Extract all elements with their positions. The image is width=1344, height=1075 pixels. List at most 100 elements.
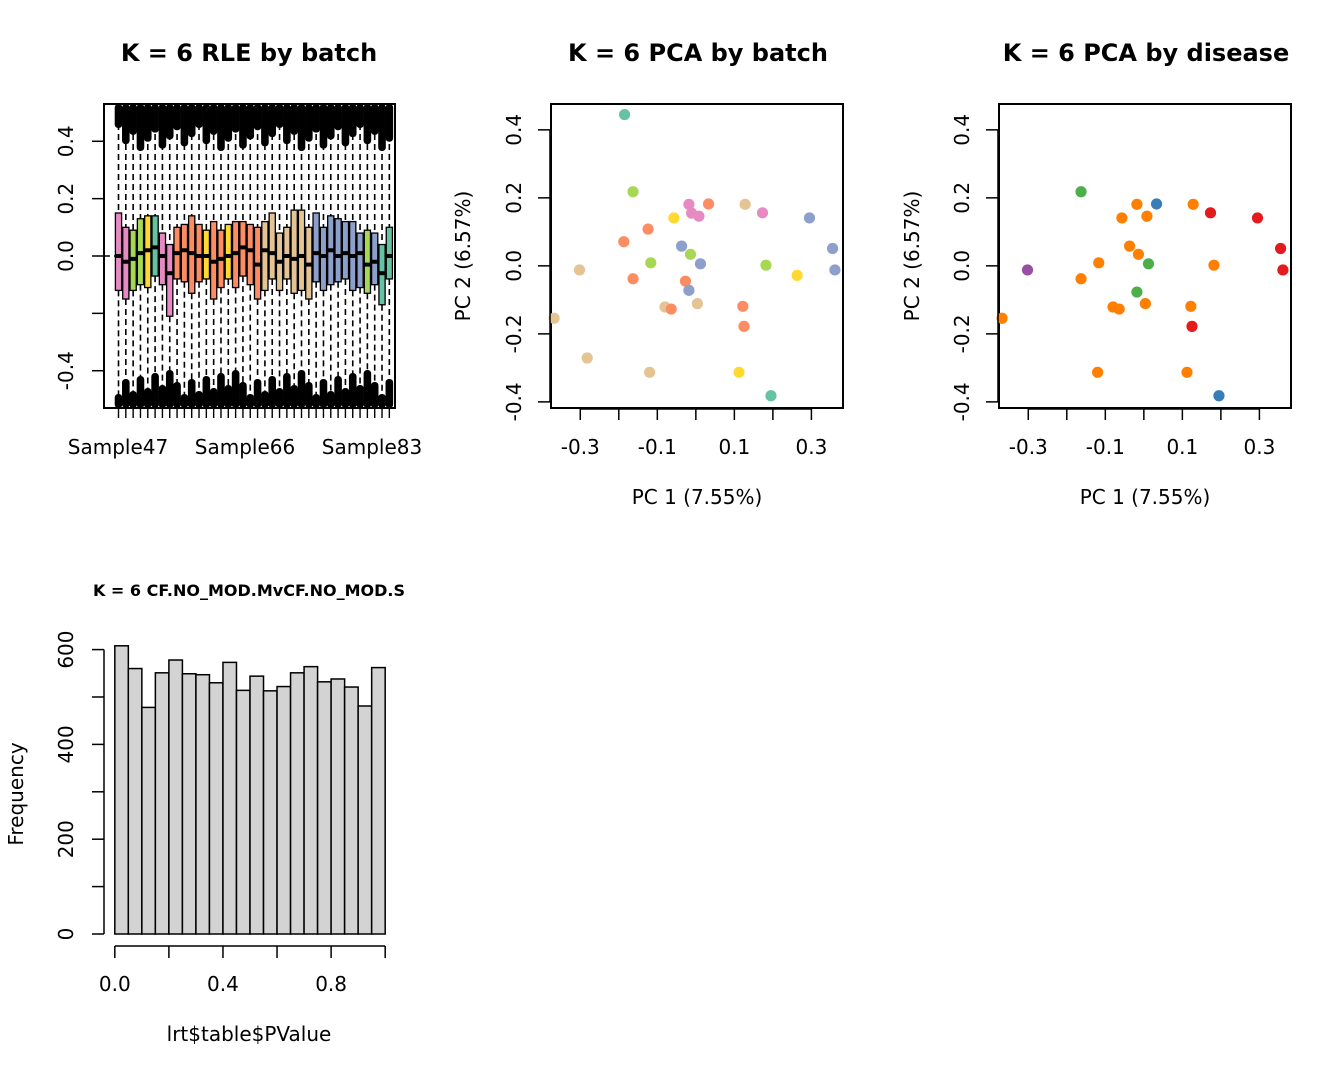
pca-batch-y-tick-label: -0.2 xyxy=(502,314,526,353)
histogram-bar xyxy=(343,686,359,935)
pca-disease-point xyxy=(1277,264,1289,276)
rle-outliers-bottom xyxy=(348,373,357,408)
pca-batch-x-axis: -0.3 -0.1 0.1 0.3 xyxy=(561,408,827,459)
rle-outliers-top xyxy=(246,104,255,140)
pca-disease-point xyxy=(1181,366,1193,378)
rle-outliers-bottom xyxy=(202,376,211,408)
rle-box xyxy=(297,209,306,292)
pca-batch-title: K = 6 PCA by batch xyxy=(568,39,828,67)
pca-disease-point xyxy=(1142,258,1155,270)
pca-batch-point xyxy=(665,303,677,315)
pca-disease-point xyxy=(1113,303,1125,315)
pca-disease-point xyxy=(1132,248,1145,260)
pca-batch-plot-frame xyxy=(550,103,844,409)
rle-outliers-top xyxy=(290,104,298,135)
pca-batch-y-tick-label: 0.0 xyxy=(502,250,526,282)
pca-disease-panel: K = 6 PCA by disease -0.3 -0.1 0.1 0.3 -0.4… xyxy=(900,39,1292,509)
histogram-bar xyxy=(289,672,305,935)
rle-outliers-bottom xyxy=(341,388,350,408)
pca-disease-x-tick-label: -0.1 xyxy=(1086,435,1125,459)
pca-batch-point xyxy=(693,210,705,222)
rle-outliers-bottom xyxy=(319,379,328,408)
pca-batch-point xyxy=(668,212,680,224)
rle-outliers-top xyxy=(129,104,137,135)
histogram-bar xyxy=(235,689,251,935)
pca-disease-point xyxy=(1204,207,1217,219)
pca-disease-point xyxy=(1274,242,1287,255)
pca-disease-point xyxy=(1251,212,1264,224)
pca-batch-point xyxy=(548,312,560,324)
pca-batch-point xyxy=(618,108,631,121)
pca-disease-point xyxy=(1208,259,1220,271)
rle-box xyxy=(385,226,394,280)
rle-outliers-bottom xyxy=(239,382,247,408)
rle-box xyxy=(312,212,320,283)
rle-outliers-bottom xyxy=(151,373,159,408)
pca-batch-point xyxy=(645,257,657,269)
histogram-y-tick-label: 0 xyxy=(54,928,78,941)
pca-disease-point xyxy=(1075,273,1087,285)
pca-batch-point xyxy=(684,248,697,260)
histogram-bar xyxy=(208,682,224,935)
rle-outliers-top xyxy=(165,104,174,140)
rle-outliers-bottom xyxy=(261,391,269,408)
rle-outliers-top xyxy=(195,104,203,128)
pca-batch-point xyxy=(627,186,639,198)
histogram-bar xyxy=(168,659,184,935)
rle-outliers-bottom xyxy=(312,394,320,408)
pca-batch-point xyxy=(581,352,593,364)
histogram-x-tick-label: 0.0 xyxy=(99,972,131,996)
rle-outliers-top xyxy=(239,104,247,149)
rle-outliers-bottom xyxy=(283,373,291,408)
pca-batch-y-tick-label: 0.2 xyxy=(502,182,526,214)
pvalue-histogram-panel: K = 6 CF.NO_MOD.MvCF.NO_MOD.S 0.0 0.4 0.8 … xyxy=(4,581,405,1046)
rle-box xyxy=(363,229,372,294)
histogram-title: K = 6 CF.NO_MOD.MvCF.NO_MOD.S xyxy=(93,581,405,600)
rle-box xyxy=(341,220,350,280)
rle-box xyxy=(356,232,364,289)
pca-batch-point xyxy=(829,264,841,276)
pca-batch-point xyxy=(573,264,586,276)
rle-outliers-bottom xyxy=(356,385,364,408)
histogram-bar xyxy=(195,673,211,935)
pca-disease-plot-frame xyxy=(998,103,1292,409)
pca-batch-point xyxy=(738,320,750,332)
rle-outliers-top xyxy=(312,104,320,133)
rle-outliers-top xyxy=(326,104,335,140)
rle-outliers-top xyxy=(202,104,211,145)
rle-outliers-top xyxy=(275,104,284,128)
rle-outliers-top xyxy=(209,104,218,135)
rle-panel: K = 6 RLE by batch -0.4 0.0 0.2 0.4 Sample4… xyxy=(54,39,422,459)
rle-outliers-bottom xyxy=(334,376,342,408)
rle-x-tick-label: Sample66 xyxy=(195,435,295,459)
pca-disease-point xyxy=(1131,286,1143,298)
pca-disease-point xyxy=(1123,240,1136,252)
pca-batch-point xyxy=(642,223,654,235)
pca-disease-y-tick-label: 0.2 xyxy=(950,182,974,214)
pca-disease-point xyxy=(1185,300,1197,312)
pca-disease-title: K = 6 PCA by disease xyxy=(1003,39,1290,67)
rle-outliers-top xyxy=(136,104,145,151)
histogram-bar xyxy=(357,705,373,935)
rle-outliers-top xyxy=(187,104,196,138)
histogram-x-axis: 0.0 0.4 0.8 xyxy=(99,945,386,996)
histogram-bar xyxy=(276,685,292,935)
rle-outliers-bottom xyxy=(187,379,196,408)
pca-disease-point xyxy=(1186,320,1198,332)
pca-disease-point xyxy=(1139,298,1151,310)
histogram-y-label: Frequency xyxy=(4,742,28,845)
rle-outliers-top xyxy=(385,104,394,142)
pca-disease-point xyxy=(1187,198,1199,210)
histogram-bar xyxy=(249,675,265,935)
rle-outliers-top xyxy=(122,104,130,145)
pca-disease-point xyxy=(1092,366,1104,378)
pca-batch-x-tick-label: -0.1 xyxy=(638,435,677,459)
rle-outliers-top xyxy=(334,104,342,131)
rle-outliers-bottom xyxy=(217,373,225,408)
rle-box xyxy=(246,223,255,286)
rle-outliers-bottom xyxy=(275,388,284,408)
rle-y-axis: -0.4 0.0 0.2 0.4 xyxy=(54,125,104,390)
rle-outliers-bottom xyxy=(326,391,335,408)
pca-disease-point xyxy=(1116,212,1128,224)
rle-box xyxy=(370,232,379,286)
